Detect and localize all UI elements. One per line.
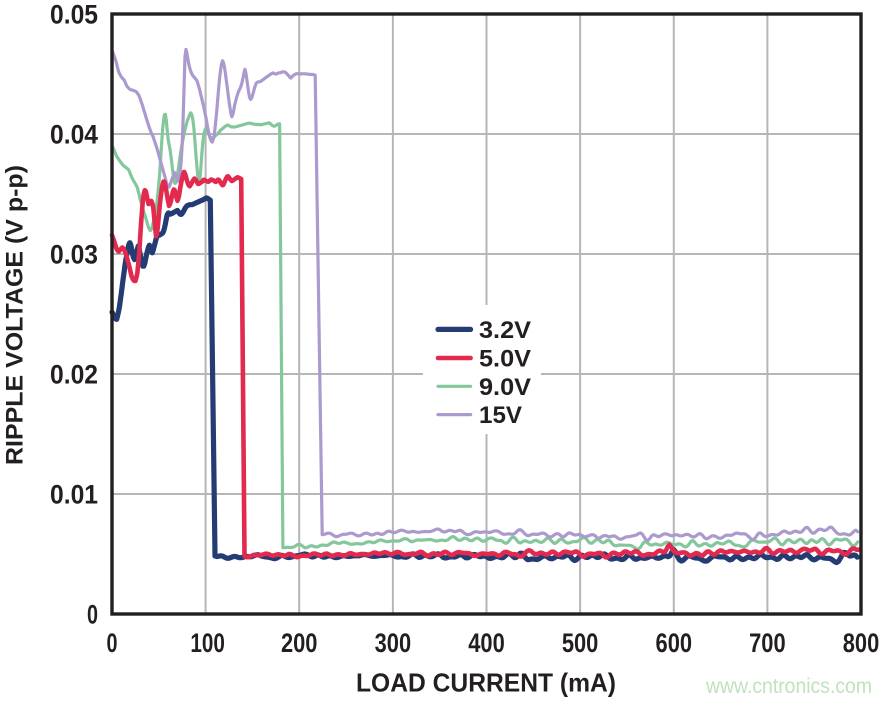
svg-text:800: 800: [843, 628, 880, 658]
svg-text:RIPPLE VOLTAGE (V p-p): RIPPLE VOLTAGE (V p-p): [2, 165, 29, 465]
svg-text:0: 0: [107, 628, 118, 658]
svg-text:0: 0: [87, 599, 98, 629]
svg-text:100: 100: [190, 628, 225, 658]
svg-text:700: 700: [749, 628, 786, 658]
svg-text:LOAD CURRENT (mA): LOAD CURRENT (mA): [356, 668, 616, 698]
svg-text:0.05: 0.05: [50, 0, 98, 29]
svg-text:5.0V: 5.0V: [479, 346, 531, 373]
svg-text:300: 300: [375, 628, 412, 658]
svg-text:0.04: 0.04: [50, 119, 98, 149]
svg-text:0.03: 0.03: [50, 239, 98, 269]
svg-text:600: 600: [656, 628, 693, 658]
svg-text:9.0V: 9.0V: [479, 374, 531, 401]
svg-text:0.01: 0.01: [50, 479, 98, 509]
svg-text:0.02: 0.02: [50, 359, 98, 389]
svg-text:3.2V: 3.2V: [479, 317, 531, 344]
svg-text:500: 500: [562, 628, 599, 658]
svg-text:15V: 15V: [479, 402, 522, 429]
svg-text:www.cntronics.com: www.cntronics.com: [705, 675, 872, 698]
svg-text:400: 400: [468, 628, 505, 658]
svg-text:200: 200: [281, 628, 318, 658]
